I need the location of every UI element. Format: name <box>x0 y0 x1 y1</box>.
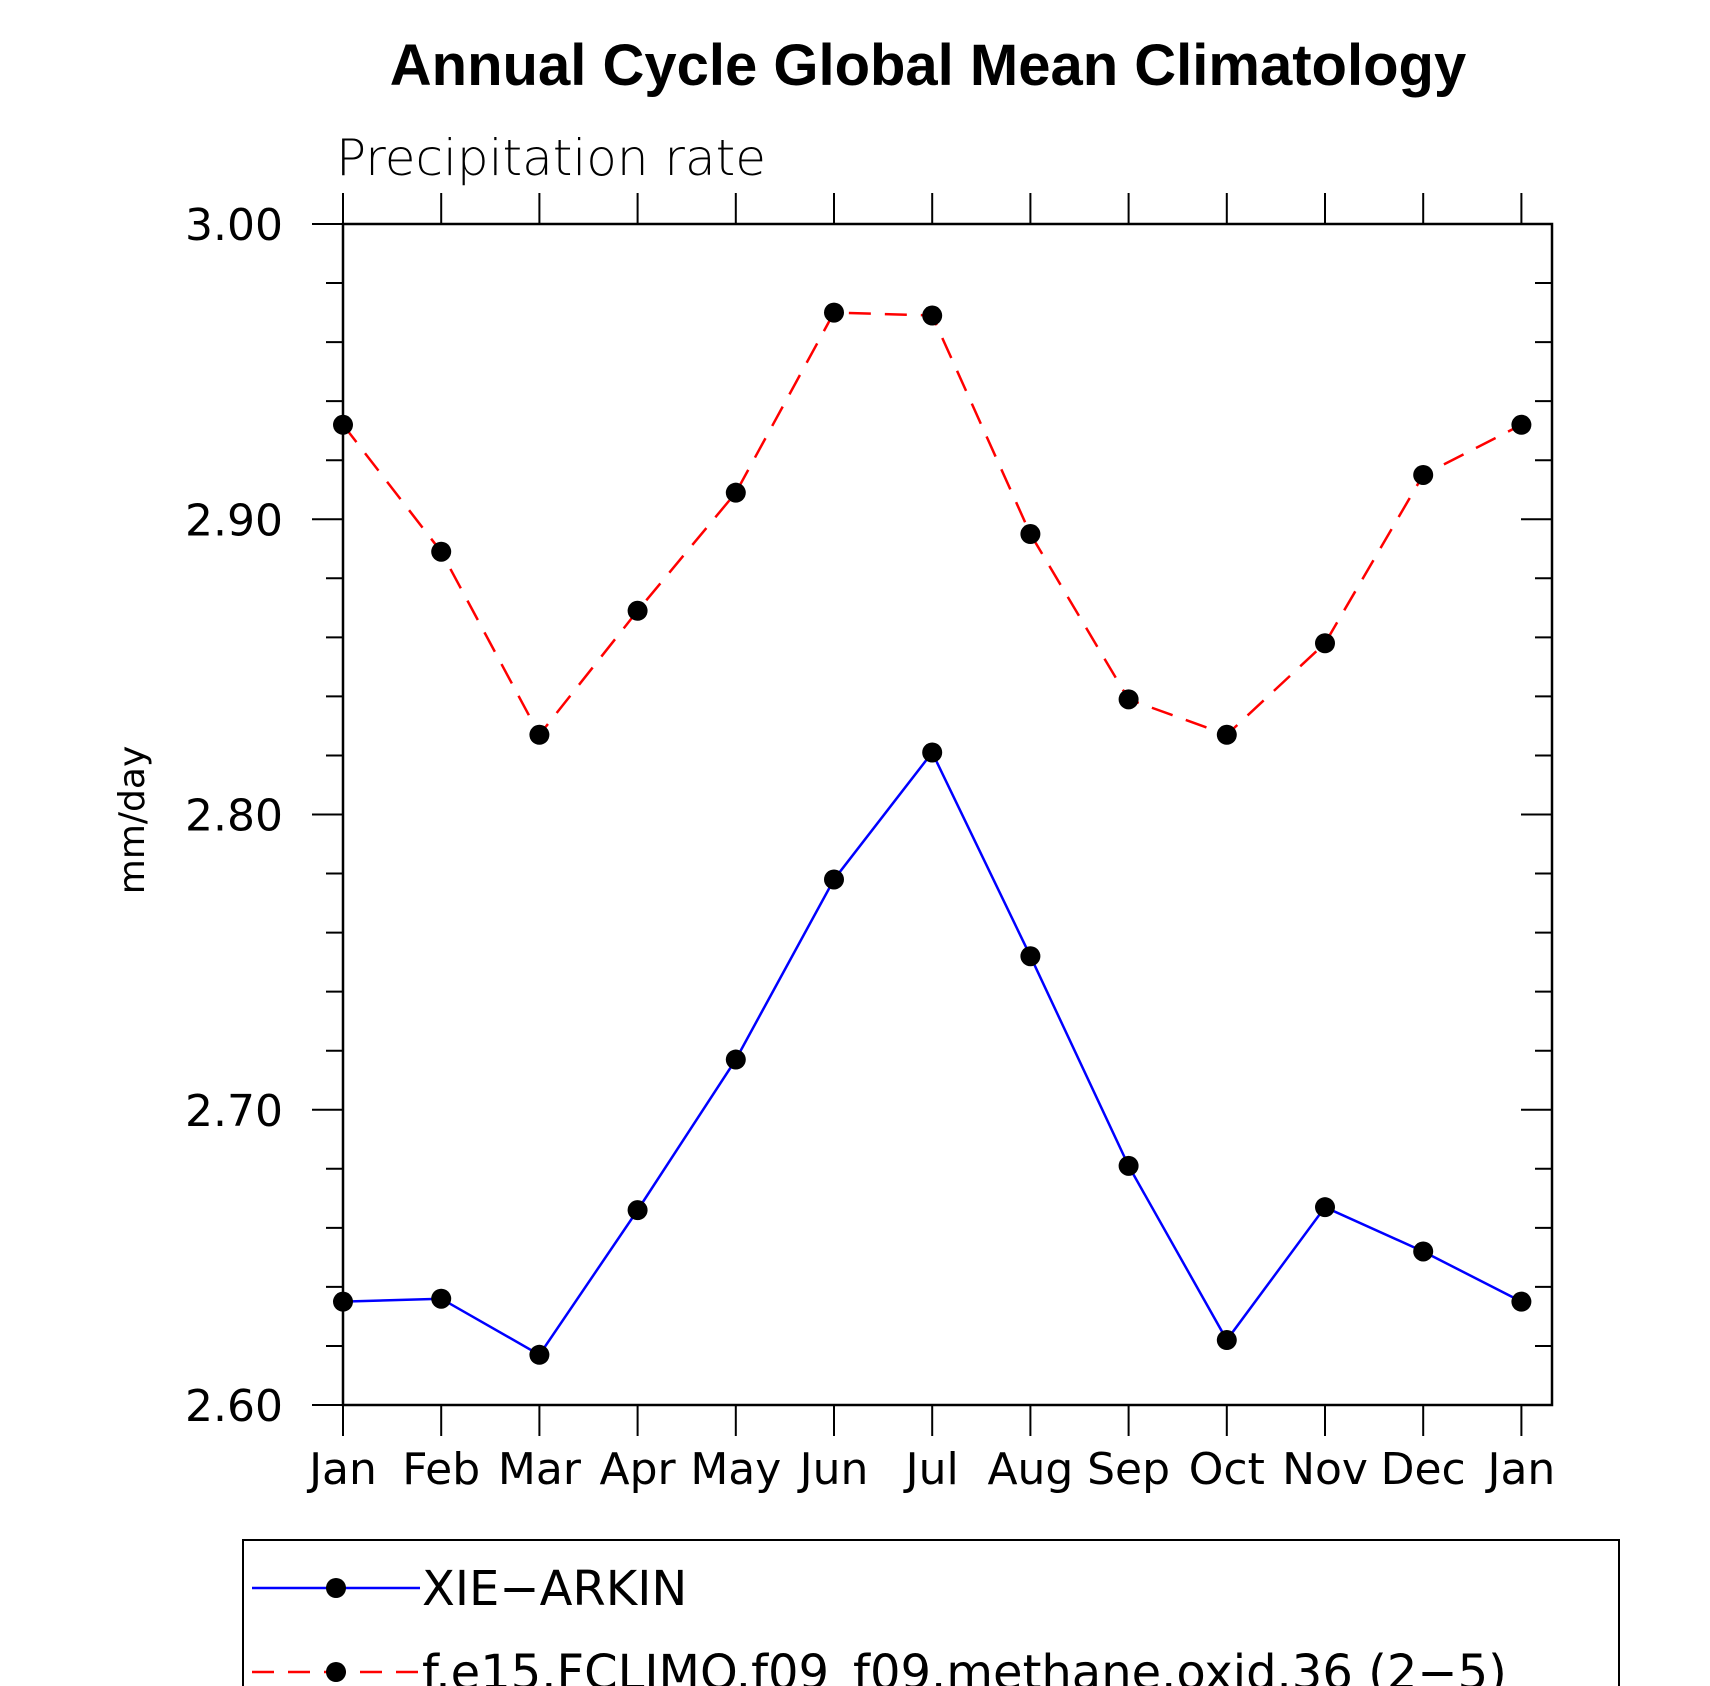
y-tick-label: 2.60 <box>185 1381 283 1432</box>
data-point <box>1315 1197 1335 1218</box>
series-line <box>342 750 1522 1357</box>
data-point <box>1315 633 1335 654</box>
x-tick-label: Aug <box>987 1444 1073 1495</box>
data-point <box>824 302 844 323</box>
data-point <box>1216 1330 1237 1351</box>
data-point <box>725 482 746 503</box>
series-2 <box>333 302 1532 745</box>
data-point <box>627 600 648 621</box>
data-point <box>922 305 943 326</box>
x-tick-label: Sep <box>1087 1444 1170 1495</box>
y-tick-label: 3.00 <box>185 200 283 251</box>
data-point <box>1020 946 1041 967</box>
series-line <box>342 311 1522 738</box>
data-point <box>1413 464 1434 485</box>
data-point <box>1216 724 1237 745</box>
x-tick-label: Mar <box>498 1444 582 1495</box>
x-tick-label: Jan <box>306 1444 377 1495</box>
x-tick-label: Jul <box>903 1444 959 1495</box>
data-point <box>1511 414 1532 435</box>
x-tick-label: Oct <box>1189 1444 1265 1495</box>
data-point <box>431 1288 452 1309</box>
x-tick-label: Apr <box>600 1444 677 1495</box>
x-tick-label: May <box>690 1444 781 1495</box>
x-tick-label: Nov <box>1282 1444 1368 1495</box>
data-point <box>333 1291 353 1312</box>
y-tick-label: 2.90 <box>185 495 283 546</box>
x-tick-label: Jan <box>1484 1444 1555 1495</box>
chart-title: Annual Cycle Global Mean Climatology <box>390 33 1466 98</box>
x-tick-label: Dec <box>1381 1444 1466 1495</box>
y-tick-label: 2.80 <box>185 791 283 842</box>
legend-marker-swatch <box>326 1578 346 1598</box>
legend-item: XIE−ARKIN <box>252 1561 687 1617</box>
data-point <box>333 414 353 435</box>
data-point <box>529 1344 550 1365</box>
data-point <box>725 1049 746 1070</box>
data-point <box>1020 524 1041 545</box>
y-tick-label: 2.70 <box>185 1086 283 1137</box>
data-point <box>1511 1291 1532 1312</box>
y-axis-label: mm/day <box>112 746 153 894</box>
data-point <box>627 1200 648 1221</box>
data-point <box>824 869 844 890</box>
series-1 <box>333 742 1532 1365</box>
data-point <box>1118 1155 1139 1176</box>
y-axis: 2.60 2.70 2.80 2.90 3.00 <box>185 200 1552 1432</box>
x-axis: Jan Feb Mar Apr May Jun Jul Aug Sep Oct Nov Dec Jan <box>306 193 1555 1495</box>
series-layer <box>333 302 1532 1365</box>
data-point <box>431 541 452 562</box>
data-point <box>1413 1241 1434 1262</box>
legend-label: f.e15.FCLIMO.f09_f09.methane.oxid.36 (2−… <box>422 1645 1507 1686</box>
legend-item: f.e15.FCLIMO.f09_f09.methane.oxid.36 (2−… <box>252 1645 1507 1686</box>
data-point <box>1118 689 1139 710</box>
chart-subtitle: Precipitation rate <box>336 129 766 187</box>
data-point <box>922 742 943 763</box>
legend-label: XIE−ARKIN <box>422 1561 687 1617</box>
data-point <box>529 724 550 745</box>
x-tick-label: Jun <box>797 1444 869 1495</box>
legend: XIE−ARKIN f.e15.FCLIMO.f09_f09.methane.ox… <box>242 1539 1620 1686</box>
legend-marker-swatch <box>326 1662 346 1682</box>
x-tick-label: Feb <box>402 1444 480 1495</box>
legend-box <box>242 1539 1620 1686</box>
